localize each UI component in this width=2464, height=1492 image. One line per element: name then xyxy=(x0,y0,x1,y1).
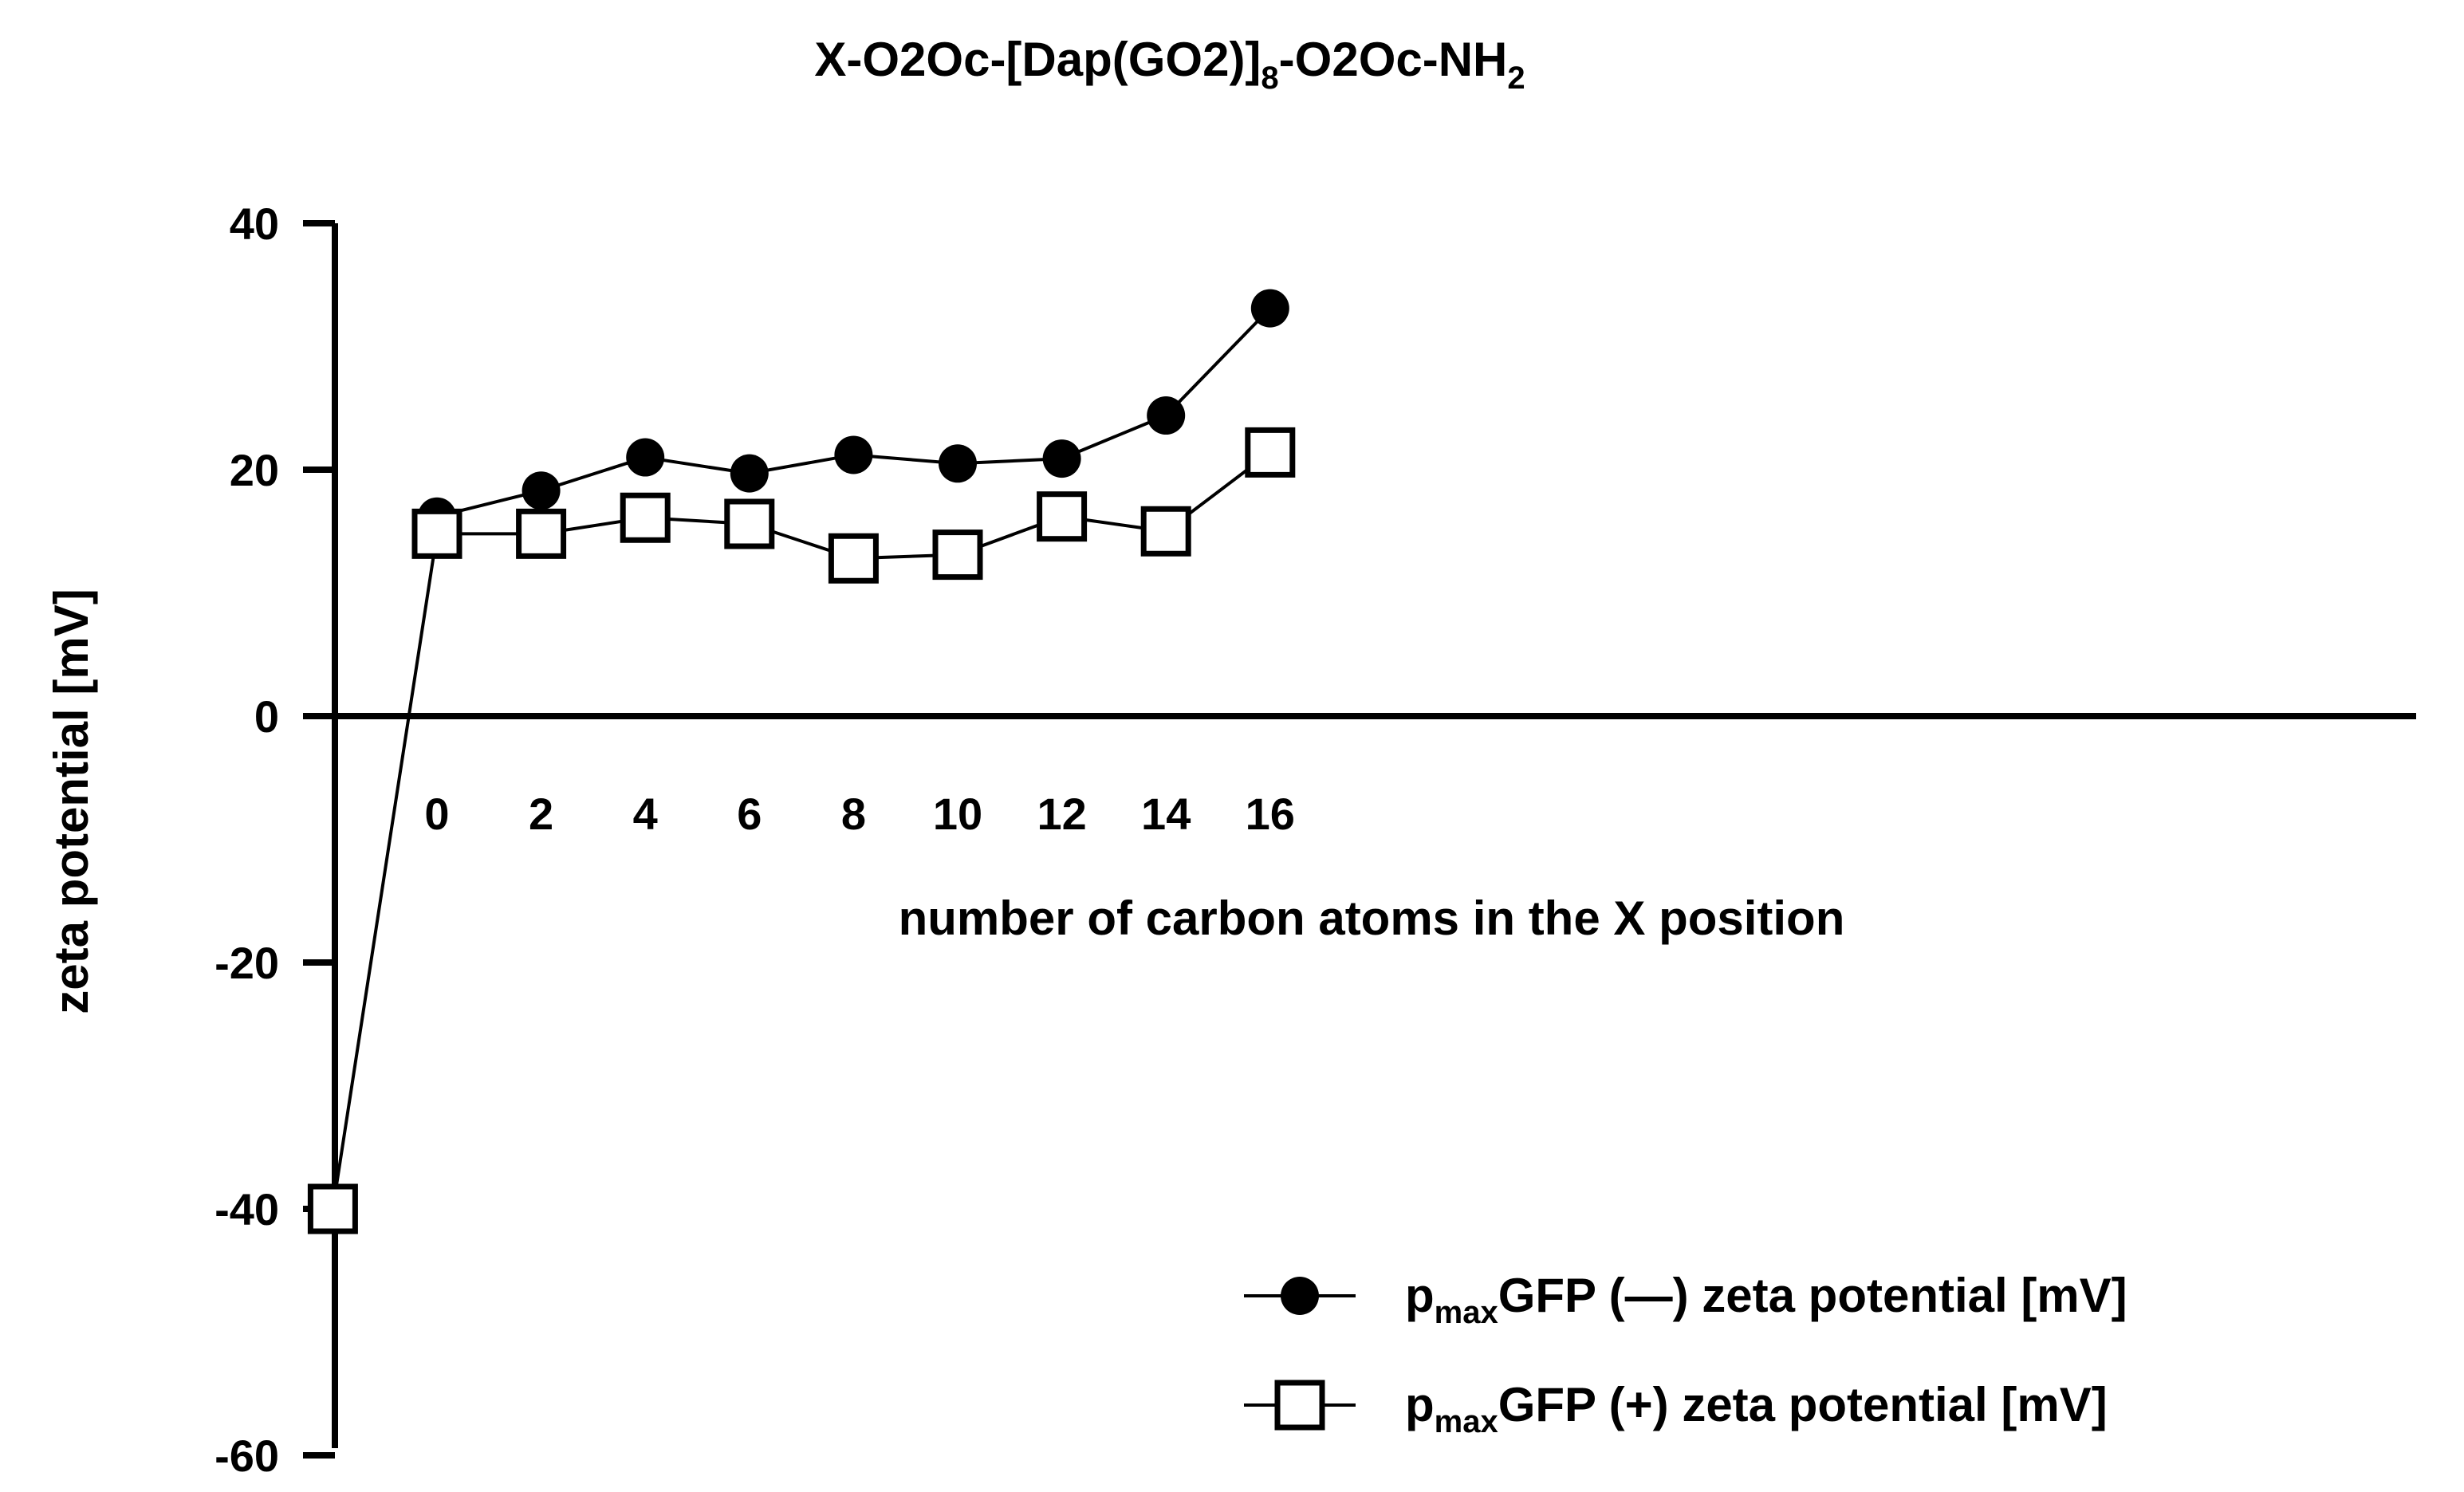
y-tick-label: 0 xyxy=(254,691,279,742)
chart-title: X-O2Oc-[Dap(GO2)]8-O2Oc-NH2 xyxy=(814,33,1525,96)
series-2-point xyxy=(828,533,879,584)
y-tick-label: -20 xyxy=(215,938,279,988)
series-2-point xyxy=(516,508,567,559)
series-layer xyxy=(307,289,1296,1234)
x-tick-label: 10 xyxy=(933,789,982,839)
series-1-point xyxy=(1042,439,1081,478)
series-1-line xyxy=(436,307,1272,518)
legend-item-series-1: pmaxGFP (—) zeta potential [mV] xyxy=(1244,1269,2127,1330)
series-1-point xyxy=(1147,396,1186,435)
y-tick-label: 20 xyxy=(230,445,279,495)
x-tick-label: 8 xyxy=(841,789,866,839)
y-axis-label: zeta potential [mV] xyxy=(45,589,98,1014)
series-1-point xyxy=(1250,289,1289,328)
series-2-point xyxy=(620,492,671,543)
x-tick-label: 16 xyxy=(1246,789,1295,839)
series-1-point xyxy=(730,454,769,493)
series-1-point xyxy=(522,471,561,510)
series-2-point xyxy=(932,529,983,581)
legend-label-series-2-post: GFP (+) zeta potential [mV] xyxy=(1498,1378,2108,1431)
y-tick-label: -40 xyxy=(215,1184,279,1234)
legend-label-series-1-pre: p xyxy=(1405,1269,1435,1322)
x-tick-label: 2 xyxy=(529,789,553,839)
legend-marker-series-2 xyxy=(1274,1380,1325,1431)
series-2 xyxy=(307,427,1296,1234)
chart-title-mid: -O2Oc-NH xyxy=(1279,33,1508,86)
legend: pmaxGFP (—) zeta potential [mV] pmaxGFP … xyxy=(1244,1269,2127,1439)
x-tick-label: 12 xyxy=(1037,789,1086,839)
y-ticks: 40 20 0 -20 -40 -60 xyxy=(215,199,335,1481)
legend-marker-series-1 xyxy=(1281,1277,1319,1315)
x-tick-label: 0 xyxy=(424,789,449,839)
chart-title-base: X-O2Oc-[Dap(GO2)] xyxy=(814,33,1261,86)
y-tick-label: -60 xyxy=(215,1431,279,1481)
series-2-point xyxy=(1245,427,1296,478)
chart-title-sub1: 8 xyxy=(1261,61,1278,96)
series-2-point xyxy=(1140,506,1191,557)
legend-label-series-1-sub: max xyxy=(1435,1295,1498,1330)
legend-label-series-2: pmaxGFP (+) zeta potential [mV] xyxy=(1405,1378,2108,1439)
x-tick-label: 14 xyxy=(1141,789,1191,839)
x-ticks: 0 2 4 6 8 10 12 14 16 xyxy=(424,789,1295,839)
legend-label-series-2-sub: max xyxy=(1435,1404,1498,1439)
x-tick-label: 6 xyxy=(737,789,762,839)
series-2-line xyxy=(331,451,1272,1210)
series-2-point xyxy=(411,508,462,559)
series-1 xyxy=(418,289,1289,536)
x-tick-label: 4 xyxy=(633,789,658,839)
series-2-point xyxy=(1037,491,1088,542)
legend-item-series-2: pmaxGFP (+) zeta potential [mV] xyxy=(1244,1378,2108,1439)
series-2-point xyxy=(307,1183,358,1234)
legend-label-series-1-post: GFP (—) zeta potential [mV] xyxy=(1498,1269,2127,1322)
series-1-point xyxy=(834,435,873,474)
series-1-point xyxy=(939,444,977,483)
y-tick-label: 40 xyxy=(230,199,279,249)
chart-title-sub2: 2 xyxy=(1507,61,1525,96)
series-2-point xyxy=(724,498,775,549)
legend-label-series-1: pmaxGFP (—) zeta potential [mV] xyxy=(1405,1269,2127,1330)
series-1-point xyxy=(626,438,665,477)
legend-label-series-2-pre: p xyxy=(1405,1378,1435,1431)
x-axis-label: number of carbon atoms in the X position xyxy=(899,892,1845,945)
